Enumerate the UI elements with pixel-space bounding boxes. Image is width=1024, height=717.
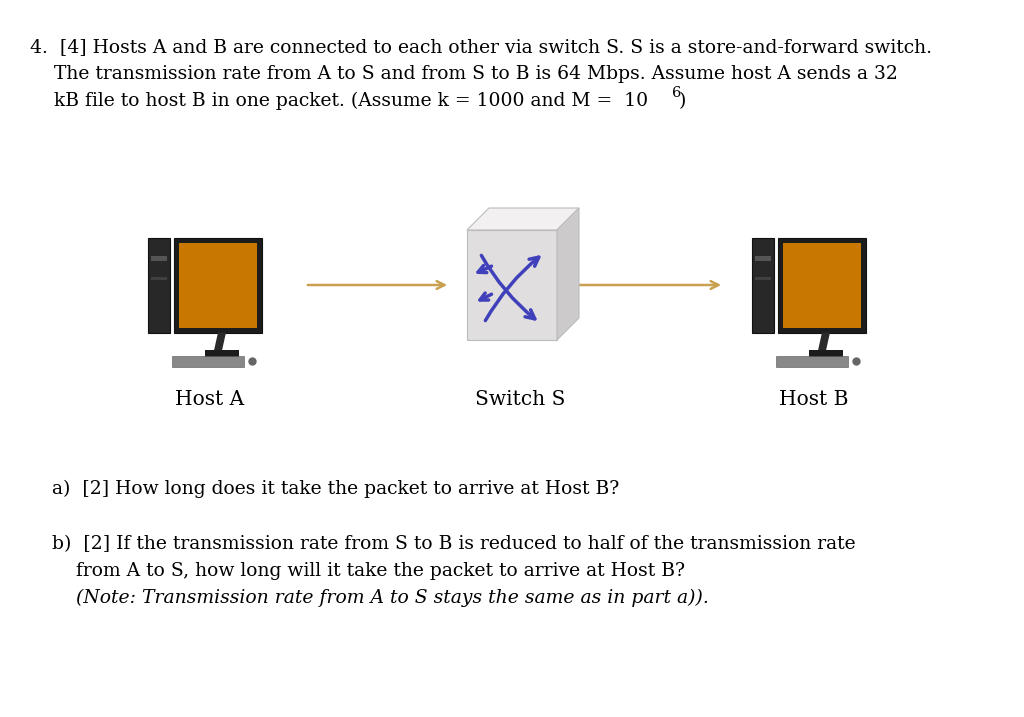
Text: from A to S, how long will it take the packet to arrive at Host B?: from A to S, how long will it take the p…	[76, 562, 685, 580]
FancyBboxPatch shape	[783, 242, 861, 328]
Polygon shape	[467, 230, 557, 340]
Text: Host A: Host A	[175, 390, 245, 409]
Text: (Note: Transmission rate from A to S stays the same as in part a)).: (Note: Transmission rate from A to S sta…	[76, 589, 709, 607]
Text: Host B: Host B	[779, 390, 849, 409]
Text: a)  [2] How long does it take the packet to arrive at Host B?: a) [2] How long does it take the packet …	[52, 480, 620, 498]
Text: Switch S: Switch S	[475, 390, 565, 409]
Polygon shape	[818, 333, 830, 351]
Text: 4.  [4] Hosts A and B are connected to each other via switch S. S is a store-and: 4. [4] Hosts A and B are connected to ea…	[30, 38, 932, 56]
Text: ): )	[679, 92, 686, 110]
Polygon shape	[557, 208, 579, 340]
Text: kB file to host B in one packet. (Assume k = 1000 and M =  10: kB file to host B in one packet. (Assume…	[54, 92, 648, 110]
FancyBboxPatch shape	[151, 256, 167, 261]
FancyBboxPatch shape	[752, 237, 774, 333]
Text: b)  [2] If the transmission rate from S to B is reduced to half of the transmiss: b) [2] If the transmission rate from S t…	[52, 535, 856, 553]
FancyBboxPatch shape	[809, 349, 843, 356]
FancyBboxPatch shape	[755, 277, 771, 280]
Polygon shape	[467, 208, 579, 230]
Text: 6: 6	[672, 86, 681, 100]
FancyBboxPatch shape	[205, 349, 239, 356]
Polygon shape	[214, 333, 226, 351]
FancyBboxPatch shape	[776, 356, 848, 366]
FancyBboxPatch shape	[755, 256, 771, 261]
FancyBboxPatch shape	[179, 242, 257, 328]
FancyBboxPatch shape	[778, 237, 866, 333]
FancyBboxPatch shape	[174, 237, 262, 333]
Text: The transmission rate from A to S and from S to B is 64 Mbps. Assume host A send: The transmission rate from A to S and fr…	[54, 65, 898, 83]
FancyBboxPatch shape	[148, 237, 170, 333]
FancyBboxPatch shape	[151, 277, 167, 280]
FancyBboxPatch shape	[172, 356, 244, 366]
